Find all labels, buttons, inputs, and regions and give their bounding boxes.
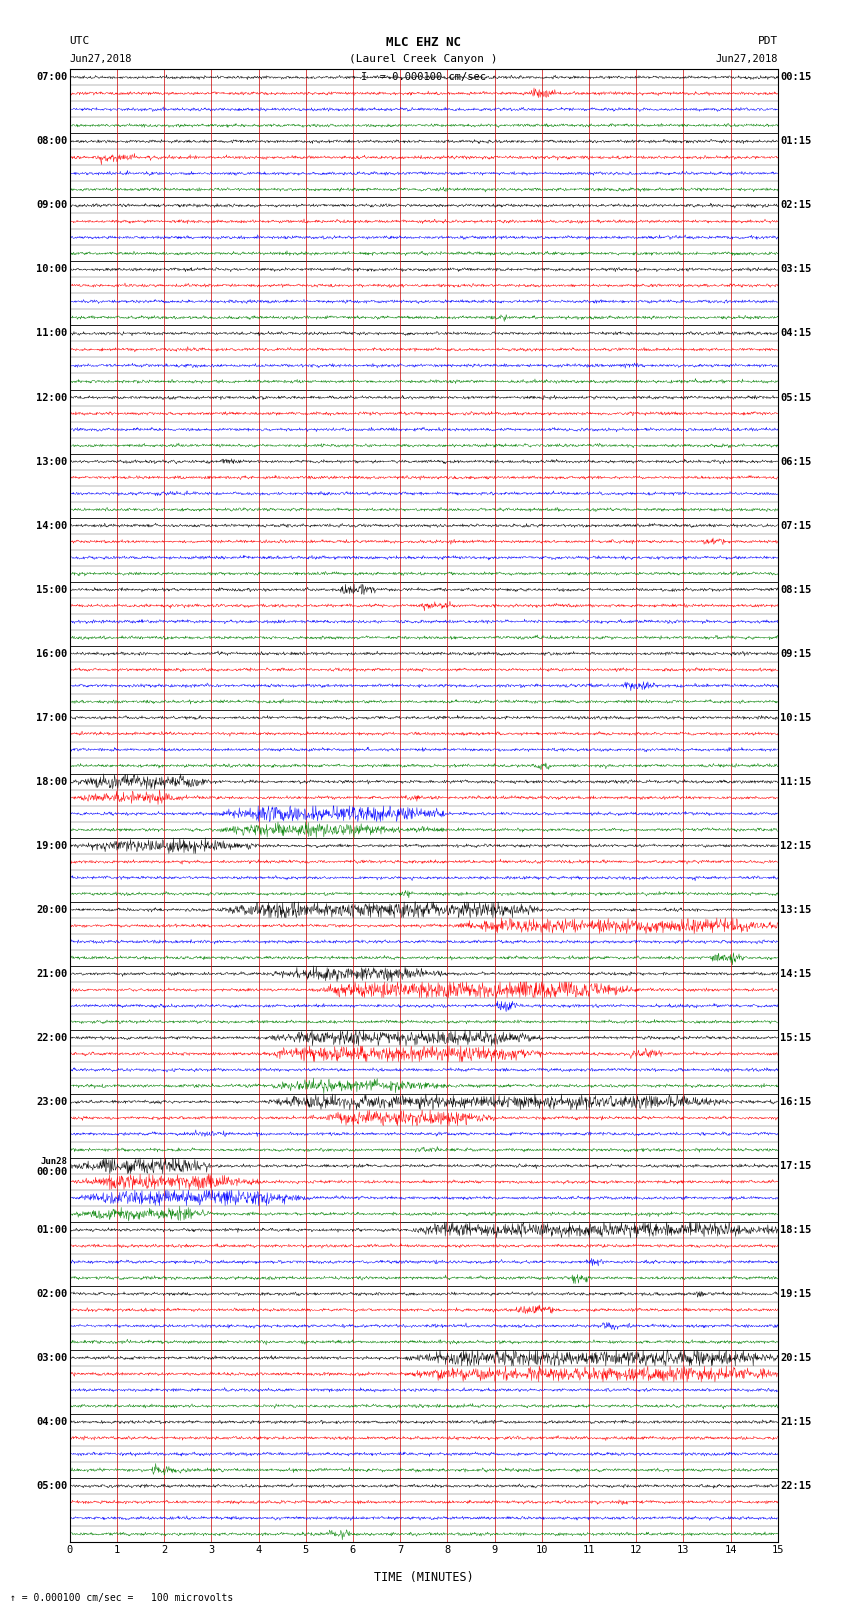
Text: 9: 9 — [491, 1545, 497, 1555]
Text: 05:15: 05:15 — [780, 392, 812, 403]
Text: 01:00: 01:00 — [36, 1224, 67, 1236]
Text: 13:00: 13:00 — [36, 456, 67, 466]
Text: 19:00: 19:00 — [36, 840, 67, 850]
Text: Jun28: Jun28 — [40, 1157, 67, 1166]
Text: 8: 8 — [445, 1545, 450, 1555]
Text: PDT: PDT — [757, 37, 778, 47]
Text: 17:00: 17:00 — [36, 713, 67, 723]
Text: 4: 4 — [255, 1545, 262, 1555]
Text: 21:00: 21:00 — [36, 969, 67, 979]
Text: 07:00: 07:00 — [36, 73, 67, 82]
Text: 16:00: 16:00 — [36, 648, 67, 658]
Text: UTC: UTC — [70, 37, 90, 47]
Text: 1: 1 — [114, 1545, 120, 1555]
Text: 17:15: 17:15 — [780, 1161, 812, 1171]
Text: 15:00: 15:00 — [36, 584, 67, 595]
Text: 13:15: 13:15 — [780, 905, 812, 915]
Text: 18:00: 18:00 — [36, 777, 67, 787]
Text: 12:15: 12:15 — [780, 840, 812, 850]
Text: Jun27,2018: Jun27,2018 — [715, 53, 778, 65]
Text: 0: 0 — [66, 1545, 73, 1555]
Text: 03:15: 03:15 — [780, 265, 812, 274]
Text: 14:15: 14:15 — [780, 969, 812, 979]
Text: 08:00: 08:00 — [36, 137, 67, 147]
Text: 18:15: 18:15 — [780, 1224, 812, 1236]
Text: 19:15: 19:15 — [780, 1289, 812, 1298]
Text: 07:15: 07:15 — [780, 521, 812, 531]
Text: 11: 11 — [583, 1545, 595, 1555]
Text: 10:15: 10:15 — [780, 713, 812, 723]
Text: 02:00: 02:00 — [36, 1289, 67, 1298]
Text: 20:15: 20:15 — [780, 1353, 812, 1363]
Text: ↑ = 0.000100 cm/sec =   100 microvolts: ↑ = 0.000100 cm/sec = 100 microvolts — [10, 1594, 234, 1603]
Text: 08:15: 08:15 — [780, 584, 812, 595]
Text: 6: 6 — [350, 1545, 356, 1555]
Text: 09:15: 09:15 — [780, 648, 812, 658]
Text: 7: 7 — [397, 1545, 403, 1555]
Text: 01:15: 01:15 — [780, 137, 812, 147]
Text: TIME (MINUTES): TIME (MINUTES) — [374, 1571, 473, 1584]
Text: 3: 3 — [208, 1545, 214, 1555]
Text: Jun27,2018: Jun27,2018 — [70, 53, 133, 65]
Text: 05:00: 05:00 — [36, 1481, 67, 1490]
Text: 12:00: 12:00 — [36, 392, 67, 403]
Text: 02:15: 02:15 — [780, 200, 812, 210]
Text: 20:00: 20:00 — [36, 905, 67, 915]
Text: 00:00: 00:00 — [36, 1168, 67, 1177]
Text: 23:00: 23:00 — [36, 1097, 67, 1107]
Text: 2: 2 — [161, 1545, 167, 1555]
Text: 11:15: 11:15 — [780, 777, 812, 787]
Text: 10: 10 — [536, 1545, 548, 1555]
Text: 15:15: 15:15 — [780, 1032, 812, 1042]
Text: 03:00: 03:00 — [36, 1353, 67, 1363]
Text: 22:15: 22:15 — [780, 1481, 812, 1490]
Text: 14:00: 14:00 — [36, 521, 67, 531]
Text: 09:00: 09:00 — [36, 200, 67, 210]
Text: 5: 5 — [303, 1545, 309, 1555]
Text: 00:15: 00:15 — [780, 73, 812, 82]
Text: 12: 12 — [630, 1545, 643, 1555]
Text: 04:15: 04:15 — [780, 329, 812, 339]
Text: 10:00: 10:00 — [36, 265, 67, 274]
Text: 15: 15 — [772, 1545, 784, 1555]
Text: 16:15: 16:15 — [780, 1097, 812, 1107]
Text: I  = 0.000100 cm/sec: I = 0.000100 cm/sec — [361, 71, 486, 82]
Text: (Laurel Creek Canyon ): (Laurel Creek Canyon ) — [349, 53, 498, 65]
Text: 06:15: 06:15 — [780, 456, 812, 466]
Text: MLC EHZ NC: MLC EHZ NC — [386, 37, 462, 50]
Text: 22:00: 22:00 — [36, 1032, 67, 1042]
Text: 14: 14 — [724, 1545, 737, 1555]
Text: 04:00: 04:00 — [36, 1416, 67, 1428]
Text: 13: 13 — [677, 1545, 689, 1555]
Text: 21:15: 21:15 — [780, 1416, 812, 1428]
Text: 11:00: 11:00 — [36, 329, 67, 339]
